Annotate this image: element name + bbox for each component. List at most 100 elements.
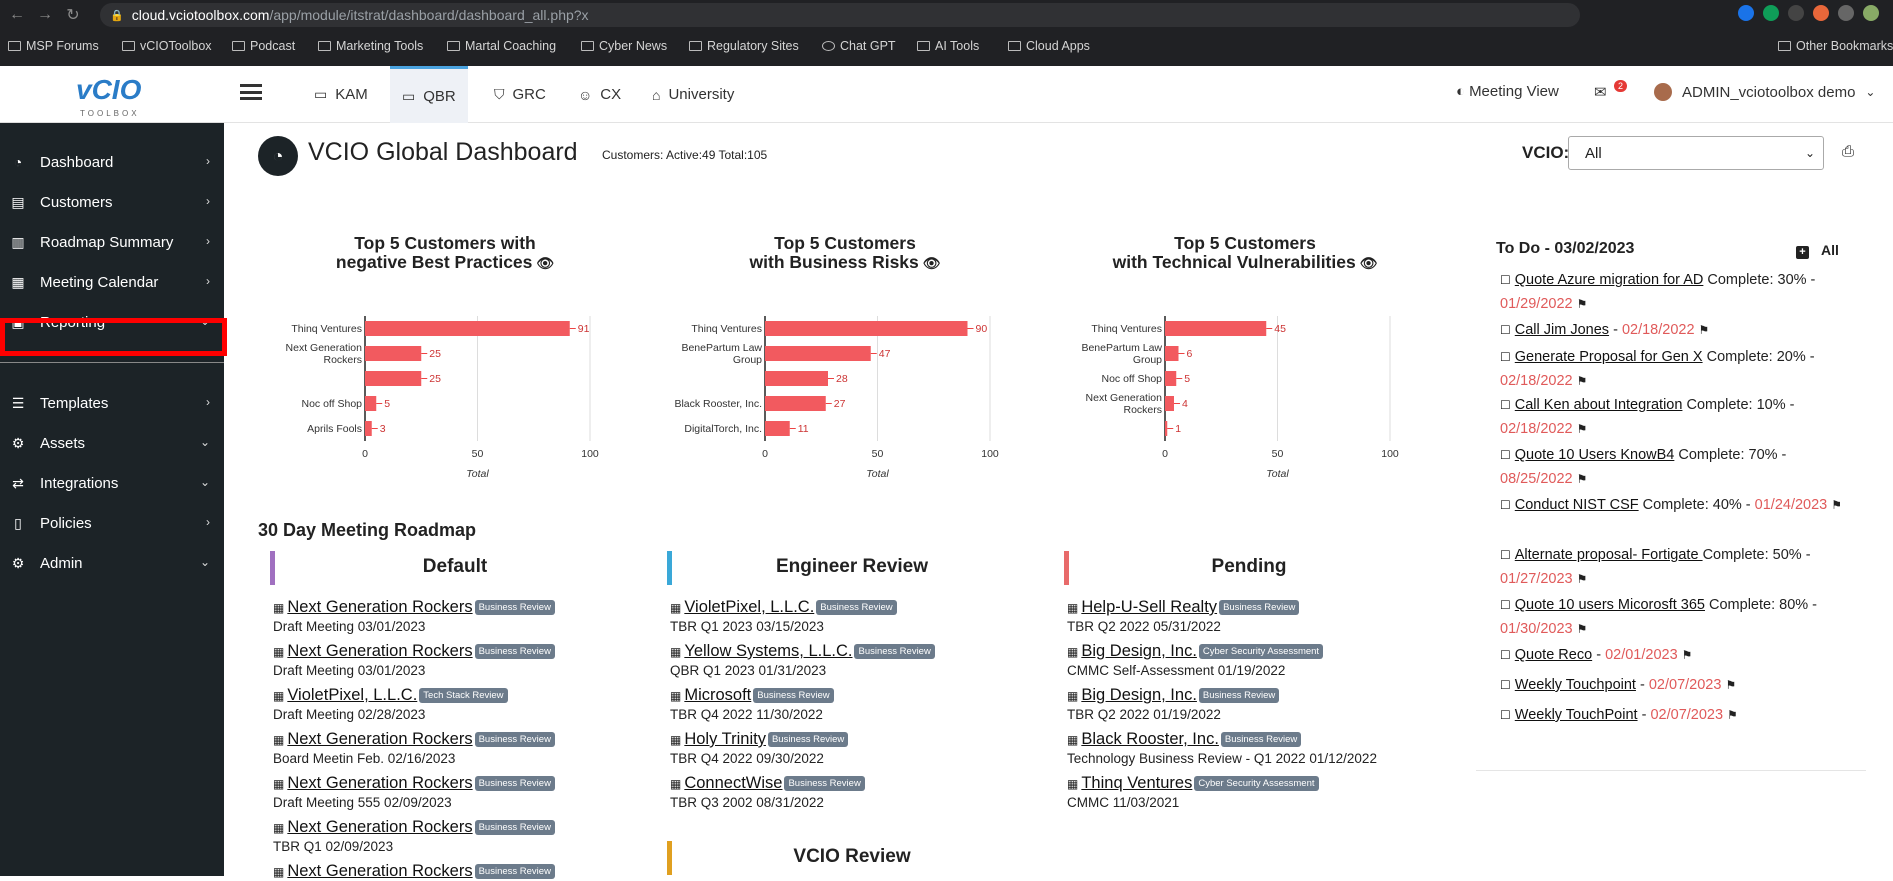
- plus-icon[interactable]: +: [1796, 246, 1809, 259]
- flag-icon[interactable]: ⚑: [1681, 648, 1693, 662]
- flag-icon[interactable]: ⚑: [1576, 422, 1588, 436]
- flag-icon[interactable]: ⚑: [1727, 708, 1738, 722]
- sidebar-item-templates[interactable]: ☰ Templates ›: [0, 383, 224, 423]
- sidebar-item-assets[interactable]: ⚙ Assets ⌄: [0, 423, 224, 463]
- bar[interactable]: [1165, 371, 1177, 386]
- bar[interactable]: [765, 321, 968, 336]
- meeting-view-toggle[interactable]: ◐ Meeting View: [1456, 83, 1559, 100]
- sidebar-item-roadmap-summary[interactable]: ▥ Roadmap Summary ›: [0, 222, 224, 262]
- bar[interactable]: [365, 346, 422, 361]
- sidebar-item-dashboard[interactable]: ◔ Dashboard ›: [0, 142, 224, 182]
- flag-icon[interactable]: ⚑: [1725, 678, 1737, 692]
- sidebar-item-admin[interactable]: ⚙ Admin ⌄: [0, 543, 224, 583]
- bar[interactable]: [365, 321, 570, 336]
- bar[interactable]: [765, 396, 826, 411]
- extension-icon[interactable]: [1788, 5, 1804, 21]
- meeting-customer-link[interactable]: Yellow Systems, L.L.C.: [684, 642, 853, 660]
- print-icon[interactable]: ⎙: [1842, 143, 1855, 160]
- todo-item-link[interactable]: Weekly TouchPoint: [1514, 707, 1638, 723]
- meeting-customer-link[interactable]: VioletPixel, L.L.C.: [287, 686, 418, 704]
- meeting-customer-link[interactable]: VioletPixel, L.L.C.: [684, 598, 815, 616]
- flag-icon[interactable]: ⚑: [1576, 472, 1588, 486]
- tab-grc[interactable]: ⛉ GRC: [494, 86, 546, 103]
- bar[interactable]: [1165, 346, 1179, 361]
- profile-icon[interactable]: [1863, 5, 1879, 21]
- vcio-select[interactable]: All ⌄: [1568, 136, 1824, 170]
- flag-icon[interactable]: ⚑: [1576, 374, 1588, 388]
- extension-icon[interactable]: [1813, 5, 1829, 21]
- meeting-customer-link[interactable]: Next Generation Rockers: [287, 774, 473, 792]
- todo-item-link[interactable]: Call Jim Jones: [1514, 322, 1610, 338]
- meeting-customer-link[interactable]: Holy Trinity: [684, 730, 766, 748]
- bookmark[interactable]: vCIOToolbox: [122, 39, 212, 53]
- flag-icon[interactable]: ⚑: [1576, 572, 1588, 586]
- todo-item-link[interactable]: Quote 10 users Micorosft 365: [1514, 597, 1705, 613]
- puzzle-icon[interactable]: [1838, 5, 1854, 21]
- meeting-customer-link[interactable]: Big Design, Inc.: [1081, 642, 1197, 660]
- todo-item-link[interactable]: Quote Reco: [1514, 647, 1593, 663]
- todo-item-link[interactable]: Generate Proposal for Gen X: [1514, 349, 1703, 365]
- extension-icon[interactable]: [1763, 5, 1779, 21]
- bar[interactable]: [1165, 321, 1267, 336]
- bookmark[interactable]: Chat GPT: [822, 39, 896, 53]
- eye-icon[interactable]: 👁: [918, 255, 941, 271]
- meeting-customer-link[interactable]: Next Generation Rockers: [287, 862, 473, 880]
- bookmark[interactable]: AI Tools: [917, 39, 979, 53]
- todo-item-link[interactable]: Quote Azure migration for AD: [1514, 272, 1704, 288]
- flag-icon[interactable]: ⚑: [1576, 297, 1588, 311]
- bookmark[interactable]: Regulatory Sites: [689, 39, 799, 53]
- bookmark[interactable]: Cyber News: [581, 39, 667, 53]
- tab-kam[interactable]: ▭ KAM: [314, 86, 368, 103]
- flag-icon[interactable]: ⚑: [1698, 323, 1710, 337]
- logo[interactable]: vCIO TOOLBOX: [0, 66, 224, 123]
- bookmark[interactable]: Martal Coaching: [447, 39, 556, 53]
- meeting-customer-link[interactable]: Next Generation Rockers: [287, 818, 473, 836]
- meeting-customer-link[interactable]: Thinq Ventures: [1081, 774, 1193, 792]
- forward-icon[interactable]: →: [37, 6, 53, 23]
- sidebar-item-integrations[interactable]: ⇄ Integrations ⌄: [0, 463, 224, 503]
- sidebar-item-customers[interactable]: ▤ Customers ›: [0, 182, 224, 222]
- sidebar-item-meeting-calendar[interactable]: ▦ Meeting Calendar ›: [0, 262, 224, 302]
- meeting-customer-link[interactable]: Next Generation Rockers: [287, 598, 473, 616]
- meeting-customer-link[interactable]: ConnectWise: [684, 774, 783, 792]
- meeting-customer-link[interactable]: Next Generation Rockers: [287, 730, 473, 748]
- bookmark[interactable]: Cloud Apps: [1008, 39, 1090, 53]
- tab-cx[interactable]: ☺ CX: [578, 86, 622, 103]
- extension-icon[interactable]: [1738, 5, 1754, 21]
- bookmark[interactable]: Marketing Tools: [318, 39, 423, 53]
- reload-icon[interactable]: ↻: [66, 7, 80, 24]
- bar[interactable]: [365, 421, 372, 436]
- meeting-customer-link[interactable]: Black Rooster, Inc.: [1081, 730, 1219, 748]
- meeting-customer-link[interactable]: Big Design, Inc.: [1081, 686, 1197, 704]
- sidebar-item-policies[interactable]: ▯ Policies ›: [0, 503, 224, 543]
- meeting-customer-link[interactable]: Next Generation Rockers: [287, 642, 473, 660]
- eye-icon[interactable]: 👁: [1355, 255, 1378, 271]
- bookmark-other[interactable]: Other Bookmarks: [1778, 39, 1893, 53]
- todo-item-link[interactable]: Weekly Touchpoint: [1514, 677, 1636, 693]
- tab-qbr[interactable]: ▭ QBR: [390, 66, 468, 123]
- todo-item-link[interactable]: Conduct NIST CSF: [1514, 497, 1639, 513]
- bar[interactable]: [765, 346, 871, 361]
- todo-item-link[interactable]: Quote 10 Users KnowB4: [1514, 447, 1675, 463]
- mail-icon[interactable]: ✉: [1594, 84, 1607, 101]
- flag-icon[interactable]: ⚑: [1831, 498, 1843, 512]
- bar[interactable]: [1165, 421, 1168, 436]
- todo-item-link[interactable]: Call Ken about Integration: [1514, 397, 1683, 413]
- bookmark[interactable]: Podcast: [232, 39, 295, 53]
- todo-item-link[interactable]: Alternate proposal- Fortigate: [1514, 547, 1703, 563]
- bar[interactable]: [765, 421, 790, 436]
- bar[interactable]: [365, 371, 422, 386]
- meeting-customer-link[interactable]: Help-U-Sell Realty: [1081, 598, 1218, 616]
- bar[interactable]: [765, 371, 828, 386]
- bar[interactable]: [1165, 396, 1174, 411]
- address-bar[interactable]: 🔒 cloud.vciotoolbox.com/app/module/itstr…: [100, 3, 1580, 27]
- eye-icon[interactable]: 👁: [532, 255, 555, 271]
- tab-university[interactable]: ⌂ University: [652, 86, 735, 103]
- flag-icon[interactable]: ⚑: [1576, 622, 1588, 636]
- hamburger-menu-icon[interactable]: [240, 84, 262, 100]
- bar[interactable]: [365, 396, 377, 411]
- todo-all-link[interactable]: + All: [1796, 242, 1839, 259]
- back-icon[interactable]: ←: [9, 6, 25, 23]
- bookmark[interactable]: MSP Forums: [8, 39, 99, 53]
- user-menu[interactable]: ADMIN_vciotoolbox demo ⌄: [1654, 83, 1875, 101]
